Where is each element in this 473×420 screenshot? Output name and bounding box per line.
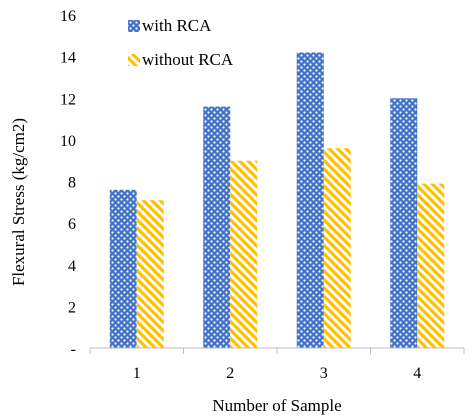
x-tick-label: 4 [413, 365, 421, 382]
y-axis-title: Flexural Stress (kg/cm2) [9, 118, 28, 286]
bar-without-rca [323, 148, 351, 348]
x-tick-label: 1 [133, 365, 141, 382]
x-axis-ticks: 1 2 3 4 [89, 348, 465, 382]
y-tick-label: 10 [60, 133, 76, 150]
y-tick-label: 8 [68, 175, 76, 192]
legend-swatch-with-rca [128, 20, 140, 32]
y-tick-label: 4 [68, 258, 76, 275]
y-tick-label: - [71, 341, 76, 358]
bar-with-rca [109, 189, 137, 348]
y-tick-label: 6 [68, 216, 76, 233]
x-axis-title: Number of Sample [212, 396, 341, 415]
y-axis-ticks: - 2 4 6 8 10 12 14 16 [60, 8, 76, 358]
legend: with RCA without RCA [128, 16, 234, 69]
bars-group [109, 52, 445, 349]
bar-without-rca [417, 183, 445, 348]
bar-with-rca [203, 106, 231, 348]
y-tick-label: 14 [60, 50, 76, 67]
bar-with-rca [296, 52, 324, 349]
legend-label-without-rca: without RCA [142, 50, 234, 69]
bar-without-rca [136, 200, 164, 348]
legend-label-with-rca: with RCA [142, 16, 212, 35]
y-tick-label: 12 [60, 91, 76, 108]
y-tick-label: 2 [68, 299, 76, 316]
bar-with-rca [390, 98, 418, 348]
bar-without-rca [230, 160, 258, 348]
x-tick-label: 2 [226, 365, 234, 382]
legend-swatch-without-rca [128, 54, 140, 66]
x-tick-label: 3 [320, 365, 328, 382]
y-tick-label: 16 [60, 8, 76, 25]
